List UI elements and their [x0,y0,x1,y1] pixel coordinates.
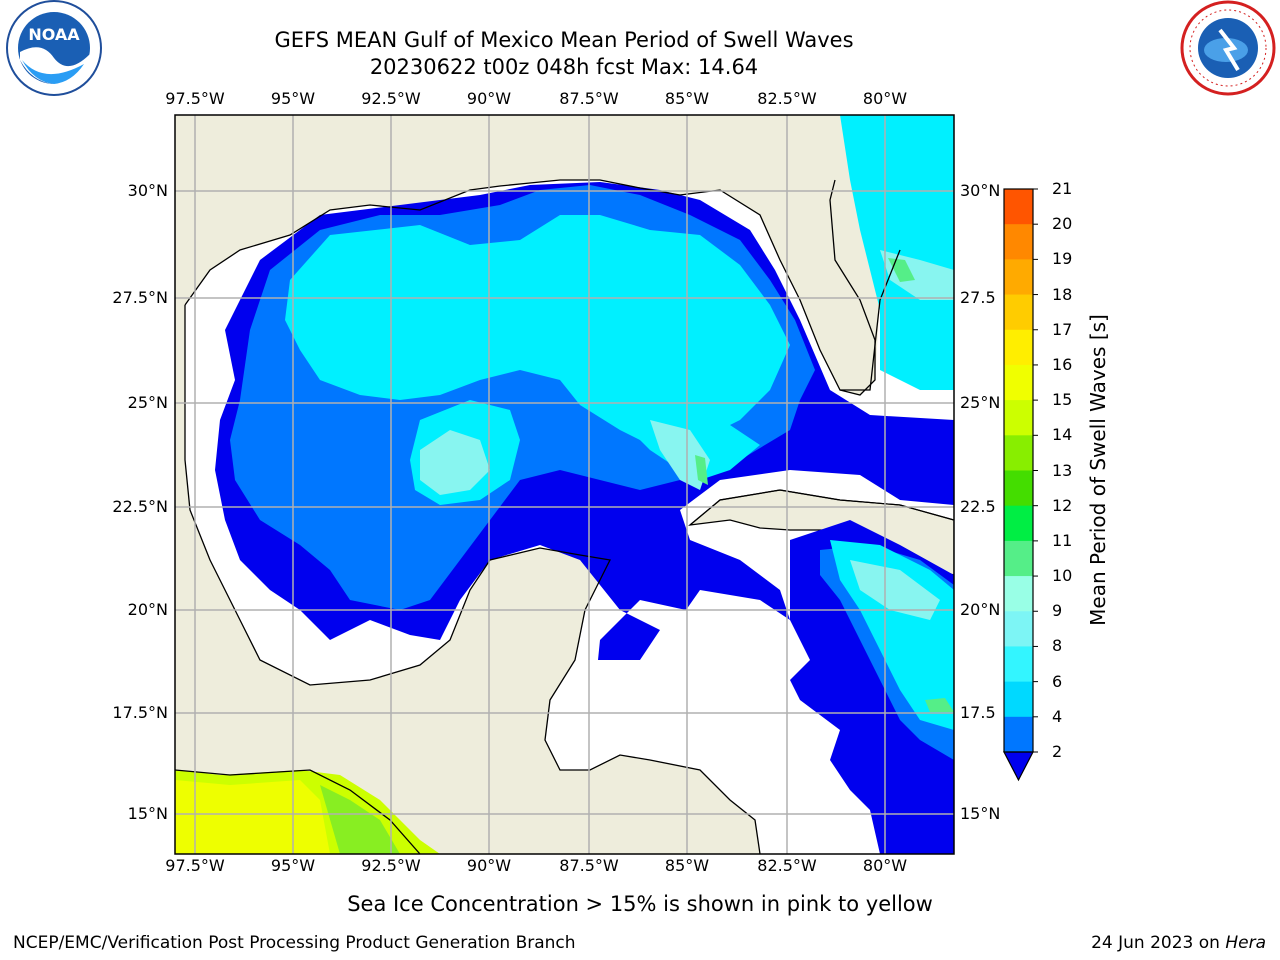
x-tick-top: 97.5°W [165,89,225,108]
x-tick-top: 92.5°W [361,89,421,108]
colorbar-tick-label: 9 [1052,601,1063,621]
gulf-coastline [184,179,901,391]
colorbar-label: Mean Period of Swell Waves [s] [1086,314,1110,626]
colorbar-band [1004,435,1033,471]
chart-run-info: 20230622 t00z 048h fcst Max: 14.64 [369,55,759,79]
swell-field-10-11s-b [695,455,708,485]
footer-host: Hera [1225,933,1266,953]
y-tick-left: 25°N [127,393,168,412]
x-tick-bottom: 80°W [862,856,908,875]
chart-title: GEFS MEAN Gulf of Mexico Mean Period of … [274,28,854,52]
x-tick-bottom: 82.5°W [757,856,817,875]
colorbar-band [1004,611,1033,647]
swell-field-8-9s [420,430,490,495]
colorbar-band [1004,259,1033,296]
colorbar-tick-label: 19 [1052,249,1073,269]
y-tick-right: 17.5 [960,703,996,722]
colorbar-band [1004,189,1033,225]
colorbar-band [1004,470,1033,507]
noaa-logo-icon: NOAA [6,0,102,96]
colorbar-band [1004,224,1033,260]
pacific-coastline [175,769,421,854]
colorbar-tick-label: 11 [1052,530,1073,550]
mexico-coastline [184,305,761,854]
colorbar-band [1004,540,1033,577]
x-tick-bottom: 92.5°W [361,856,421,875]
x-tick-bottom: 97.5°W [165,856,225,875]
swell-field-6-8s-florida [840,115,954,390]
colorbar-tick-label: 17 [1052,319,1073,339]
x-tick-bottom: 95°W [270,856,316,875]
x-tick-top: 95°W [270,89,316,108]
y-tick-right: 30°N [960,181,1001,200]
x-tick-top: 82.5°W [757,89,817,108]
colorbar-tick-label: 2 [1052,742,1063,761]
y-tick-left: 17.5°N [112,703,168,722]
x-tick-top: 90°W [466,89,512,108]
colorbar-tick-label: 10 [1052,566,1073,586]
x-tick-bottom: 85°W [664,856,710,875]
colorbar-band [1004,646,1033,683]
x-tick-bottom: 87.5°W [559,856,619,875]
footer-date: 24 Jun 2023 on Hera [1091,933,1266,953]
y-tick-left: 20°N [127,600,168,619]
nws-logo-icon [1180,0,1276,96]
colorbar-tick-label: 8 [1052,636,1063,656]
y-tick-right: 27.5 [960,288,996,307]
colorbar-band [1004,576,1033,612]
colorbar-tick-label: 20 [1052,214,1073,234]
pacific-swell-field-green [320,785,400,854]
colorbar-tick-label: 18 [1052,284,1073,304]
swell-field-8-9s-d [850,560,940,620]
y-tick-right: 15°N [960,804,1001,823]
colorbar-band [1004,716,1033,753]
y-tick-right: 20°N [960,600,1001,619]
sea-ice-note: Sea Ice Concentration > 15% is shown in … [347,892,933,916]
colorbar-tick-label: 14 [1052,425,1073,445]
y-tick-left: 22.5°N [112,497,168,516]
colorbar-band [1004,400,1033,436]
footer-date-text: 24 Jun 2023 on [1091,933,1226,953]
colorbar-tick-label: 4 [1052,706,1063,726]
svg-text:NOAA: NOAA [28,25,80,44]
colorbar-tick-label: 15 [1052,390,1073,410]
swell-field-8-9s-b [650,420,710,490]
colorbar-tick-label: 16 [1052,354,1073,374]
swell-field-6-8s [285,215,790,450]
map-frame [174,114,955,855]
x-tick-bottom: 90°W [466,856,512,875]
colorbar [1003,188,1038,782]
colorbar-band [1004,364,1033,401]
colorbar-extend-arrow [1003,751,1034,782]
y-tick-left: 27.5°N [112,288,168,307]
y-tick-left: 30°N [127,181,168,200]
florida-coastline [829,179,876,396]
colorbar-tick-label: 6 [1052,671,1063,691]
colorbar-tick-label: 13 [1052,460,1073,480]
footer-credit: NCEP/EMC/Verification Post Processing Pr… [13,933,576,953]
swell-field-10-11s-c [925,698,954,712]
x-tick-top: 87.5°W [559,89,619,108]
colorbar-band [1004,505,1033,542]
colorbar-tick-label: 21 [1052,179,1073,198]
y-tick-right: 22.5 [960,497,996,516]
x-tick-top: 85°W [664,89,710,108]
y-tick-left: 15°N [127,804,168,823]
x-tick-top: 80°W [862,89,908,108]
graticule [175,115,954,854]
pacific-swell-field-yellow [175,780,330,854]
colorbar-band [1004,329,1033,366]
y-tick-right: 25°N [960,393,1001,412]
colorbar-band [1004,681,1033,718]
colorbar-band [1004,294,1033,331]
colorbar-tick-label: 12 [1052,495,1073,515]
